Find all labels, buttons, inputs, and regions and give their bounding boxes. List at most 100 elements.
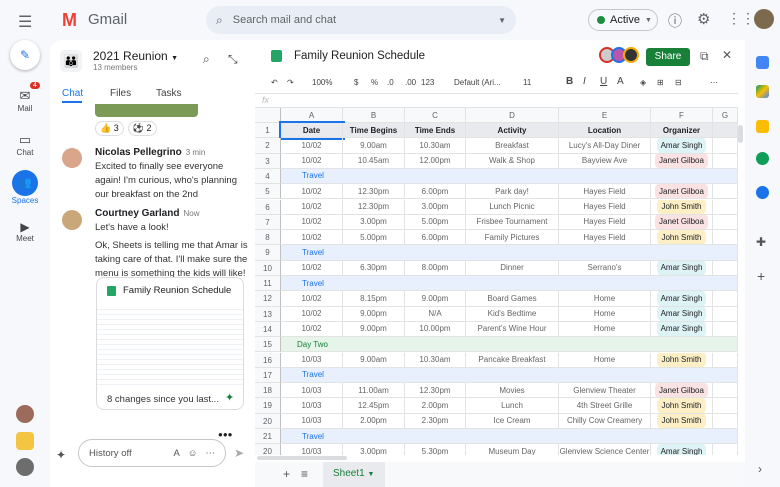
table-cell[interactable]: N/A <box>405 306 466 322</box>
table-cell[interactable]: 2.30pm <box>405 413 466 429</box>
row-header[interactable]: 19 <box>255 398 281 414</box>
table-cell[interactable]: Serrano's <box>559 260 651 276</box>
row-header[interactable]: 21 <box>255 429 281 445</box>
organizer-chip[interactable]: Amar Singh <box>656 321 707 337</box>
table-cell[interactable]: 9.00am <box>343 138 405 154</box>
table-cell[interactable]: John Smith <box>651 398 713 414</box>
horizontal-scrollbar[interactable] <box>257 456 347 460</box>
format-text-icon[interactable]: A <box>173 447 180 459</box>
table-cell[interactable]: Home <box>559 352 651 368</box>
header-cell[interactable]: Date <box>279 120 345 141</box>
contact-avatar[interactable] <box>16 405 34 423</box>
row-header[interactable]: 10 <box>255 260 281 276</box>
table-cell[interactable]: Hayes Field <box>559 230 651 246</box>
emoji-icon[interactable]: ☺ <box>187 447 198 459</box>
row-header[interactable]: 13 <box>255 306 281 322</box>
share-button[interactable]: Share <box>646 48 690 66</box>
organizer-chip[interactable]: Amar Singh <box>656 444 707 455</box>
account-avatar[interactable] <box>754 9 774 29</box>
table-cell[interactable] <box>713 444 738 455</box>
space-title[interactable]: 2021 Reunion ▼ <box>93 49 179 63</box>
organizer-chip[interactable]: John Smith <box>657 398 706 413</box>
table-cell[interactable]: Janet Gilboa <box>651 383 713 399</box>
section-row[interactable]: Travel <box>281 429 738 445</box>
rail-item-mail[interactable]: ✉ Mail 4 <box>0 82 50 113</box>
table-cell[interactable]: Lunch <box>466 398 559 414</box>
more-formats-button[interactable]: 123 <box>421 78 435 87</box>
table-cell[interactable]: 2.00pm <box>343 413 405 429</box>
search-options-icon[interactable]: ▼ <box>498 15 506 25</box>
row-header[interactable]: 7 <box>255 214 281 231</box>
table-cell[interactable]: Amar Singh <box>651 291 713 307</box>
table-cell[interactable]: 5.00pm <box>343 230 405 246</box>
table-cell[interactable] <box>713 291 738 307</box>
table-cell[interactable]: 8.15pm <box>343 291 405 307</box>
table-cell[interactable]: 10.00pm <box>405 321 466 338</box>
table-cell[interactable] <box>713 138 738 154</box>
compose-button[interactable]: ✎ <box>10 40 40 70</box>
table-cell[interactable]: 10/02 <box>281 291 343 307</box>
help-icon[interactable]: ⓘ <box>668 13 682 29</box>
table-cell[interactable]: Walk & Shop <box>466 153 559 169</box>
table-cell[interactable]: 11.00am <box>343 383 405 399</box>
table-cell[interactable]: 10/03 <box>281 352 343 368</box>
shared-photo[interactable] <box>95 104 198 117</box>
table-cell[interactable]: 10.30am <box>405 352 466 368</box>
table-cell[interactable]: 4th Street Grille <box>559 398 651 414</box>
add-ons-icon[interactable]: ✚ <box>756 235 767 249</box>
decrease-decimal-button[interactable]: .0 <box>387 78 394 87</box>
all-sheets-icon[interactable]: ≡ <box>301 467 309 481</box>
table-cell[interactable]: Hayes Field <box>559 214 651 231</box>
row-header[interactable]: 20 <box>255 413 281 429</box>
row-header[interactable]: 20 <box>255 444 281 455</box>
table-cell[interactable] <box>713 199 738 215</box>
table-cell[interactable]: John Smith <box>651 352 713 368</box>
header-cell[interactable]: Organizer <box>651 123 713 139</box>
underline-icon[interactable]: U <box>600 76 608 87</box>
row-header[interactable]: 9 <box>255 245 281 261</box>
status-selector[interactable]: Active ▼ <box>588 9 658 31</box>
table-cell[interactable]: 12.45pm <box>343 398 405 414</box>
reaction-thumbs-up[interactable]: 👍 3 <box>95 121 124 136</box>
table-cell[interactable]: Bayview Ave <box>559 153 651 169</box>
table-cell[interactable] <box>713 383 738 399</box>
table-cell[interactable] <box>713 398 738 414</box>
row-header[interactable]: 11 <box>255 276 281 292</box>
table-cell[interactable] <box>713 123 738 139</box>
row-header[interactable]: 14 <box>255 321 281 338</box>
spreadsheet-grid[interactable]: A B C D E F G 1 Date Time Begins Time Ends Activity… <box>255 108 738 455</box>
row-header[interactable]: 15 <box>255 337 281 353</box>
table-cell[interactable]: Board Games <box>466 291 559 307</box>
section-row[interactable]: Day Two <box>281 337 738 353</box>
percent-button[interactable]: % <box>371 78 379 87</box>
apps-grid-icon[interactable]: ⋮⋮ <box>727 10 755 26</box>
table-cell[interactable]: 10/02 <box>281 230 343 246</box>
menu-icon[interactable]: ☰ <box>18 14 33 31</box>
search-bar[interactable]: ⌕ Search mail and chat ▼ <box>206 6 516 34</box>
table-cell[interactable]: Amar Singh <box>651 138 713 154</box>
search-icon[interactable]: ⌕ <box>203 52 210 66</box>
table-cell[interactable] <box>713 306 738 322</box>
redo-icon[interactable]: ↷ <box>287 78 294 87</box>
drive-icon[interactable] <box>756 85 769 98</box>
table-cell[interactable]: Janet Gilboa <box>651 184 713 200</box>
table-cell[interactable]: 10.30am <box>405 138 466 154</box>
table-cell[interactable]: 5.30pm <box>405 444 466 455</box>
table-cell[interactable]: Janet Gilboa <box>651 214 713 231</box>
table-cell[interactable]: 10/02 <box>281 214 343 231</box>
table-cell[interactable]: Amar Singh <box>651 444 713 455</box>
text-color-icon[interactable]: A <box>617 76 624 87</box>
table-cell[interactable]: 9.00pm <box>343 306 405 322</box>
table-cell[interactable]: 10/03 <box>281 444 343 455</box>
row-header[interactable]: 6 <box>255 199 281 215</box>
table-cell[interactable]: Family Pictures <box>466 230 559 246</box>
table-cell[interactable]: 12.30pm <box>343 199 405 215</box>
organizer-chip[interactable]: Janet Gilboa <box>655 153 708 168</box>
row-header[interactable]: 1 <box>255 123 281 139</box>
space-avatar[interactable] <box>16 432 34 450</box>
table-cell[interactable] <box>713 352 738 368</box>
contact-avatar[interactable] <box>16 458 34 476</box>
row-header[interactable]: 5 <box>255 184 281 200</box>
table-cell[interactable]: 10/02 <box>281 199 343 215</box>
font-size-select[interactable]: 11 <box>523 78 532 87</box>
